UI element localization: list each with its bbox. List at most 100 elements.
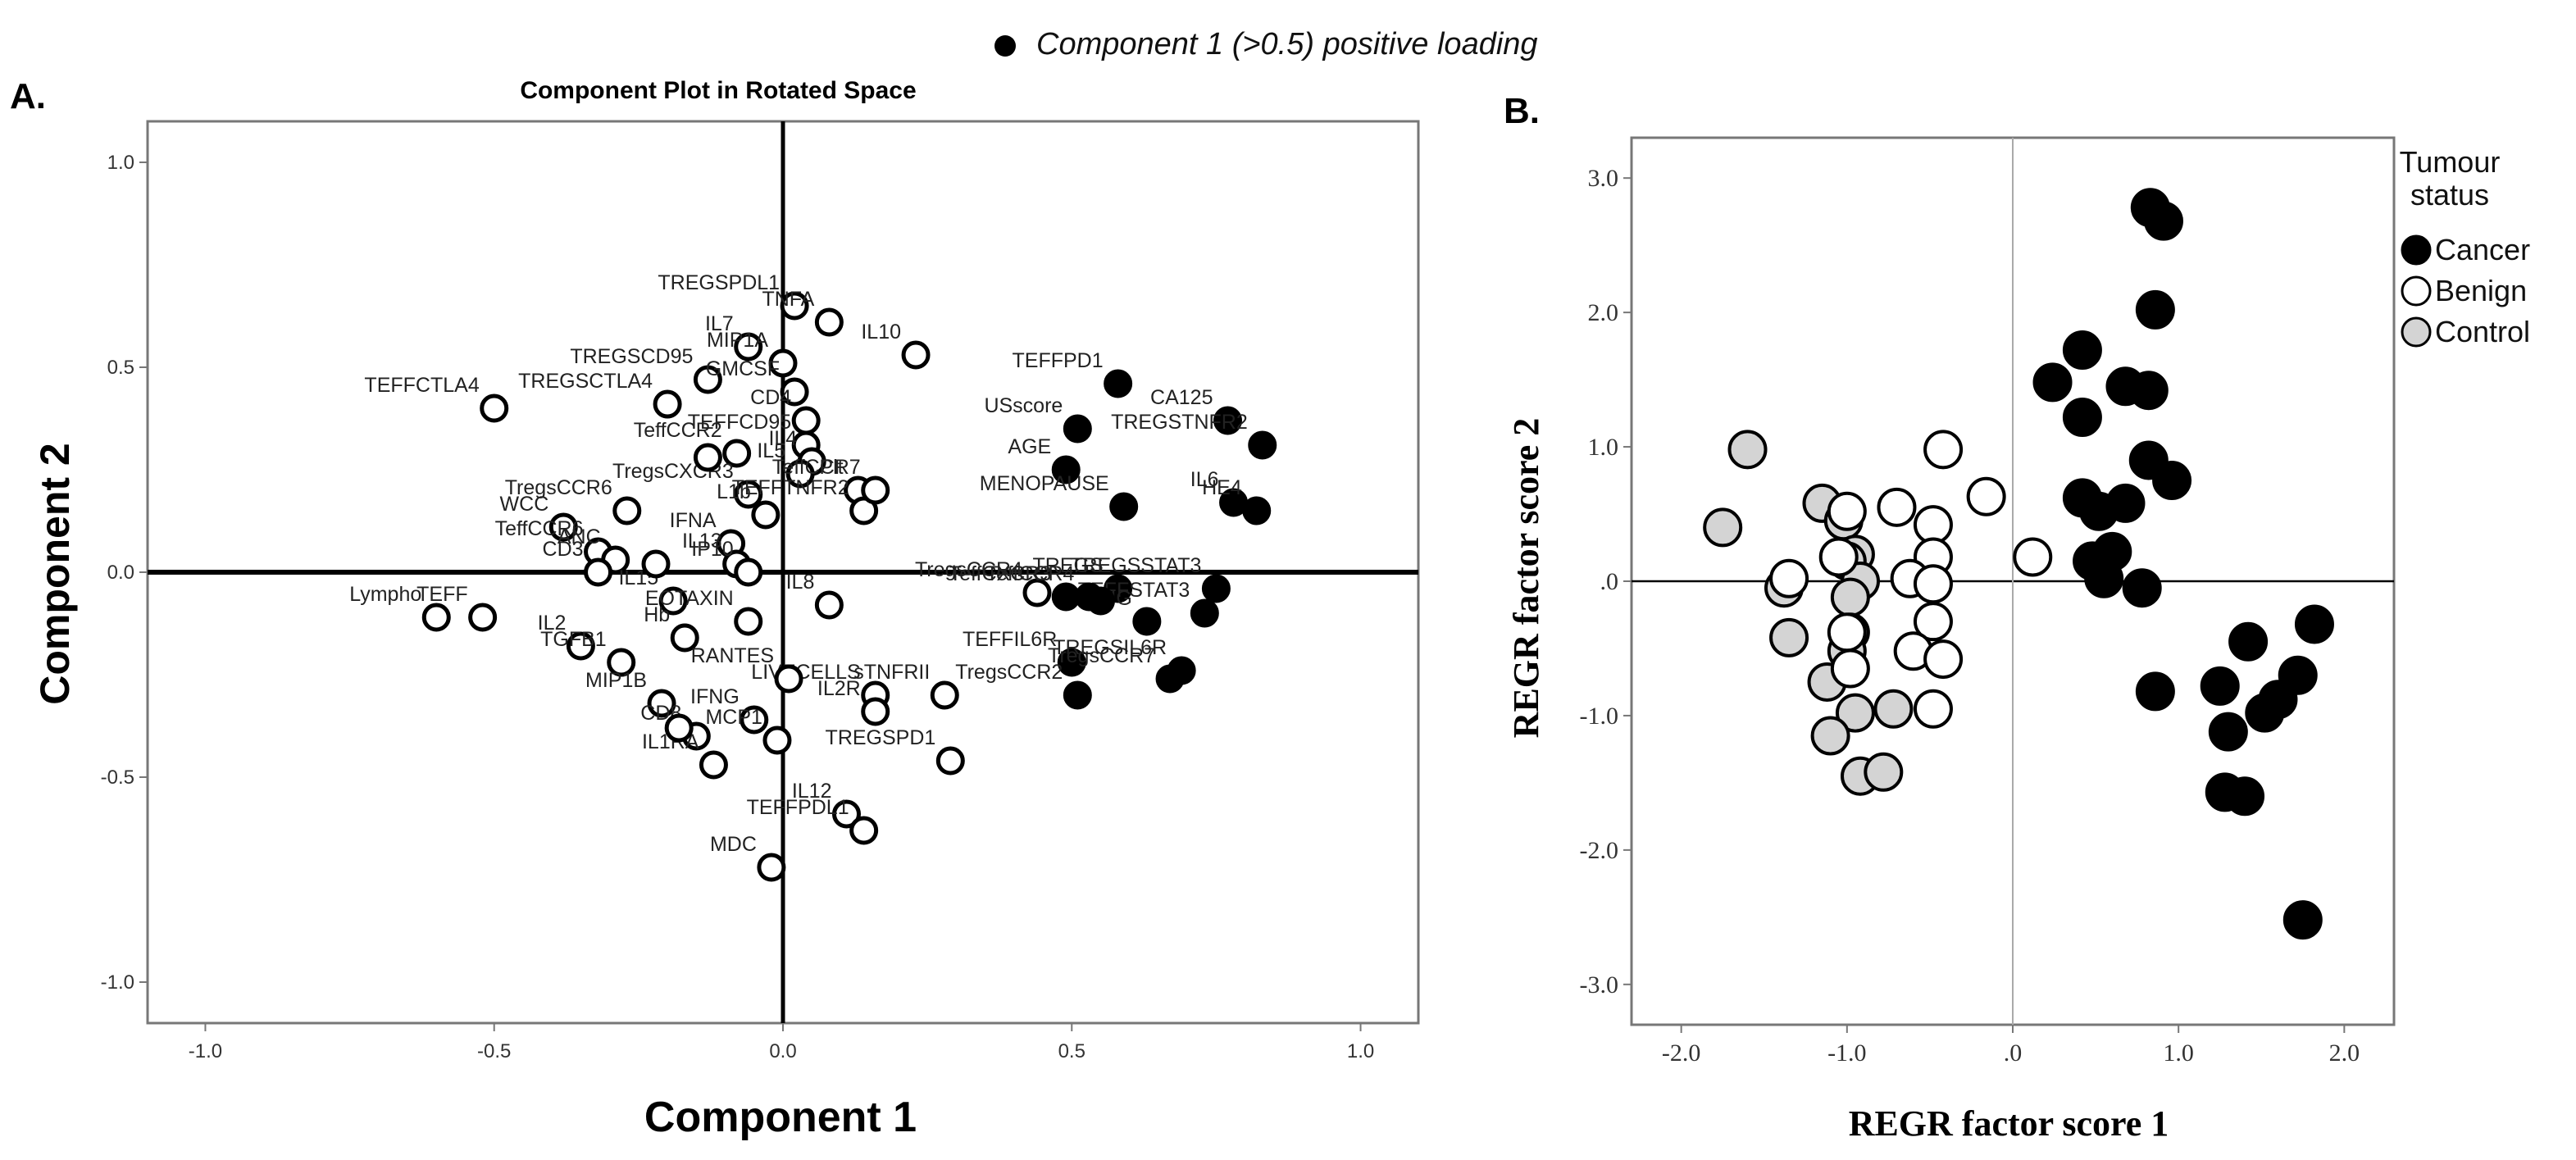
loading-point <box>693 443 722 472</box>
score-point-benign <box>1913 564 1953 604</box>
legend-control-marker <box>2401 316 2432 348</box>
score-point-cancer <box>2032 362 2073 403</box>
loading-point-label: TREGS <box>1033 554 1104 577</box>
loading-point-label: TeffCXCR3 <box>949 562 1052 585</box>
score-point-cancer <box>2282 900 2323 940</box>
loading-point-filled <box>1051 582 1081 612</box>
loading-point-label: IL4 <box>768 427 797 450</box>
loading-point-label: IL5 <box>757 439 785 462</box>
panel-a-y-tick-label: 0.5 <box>107 357 134 379</box>
panel-a-x-tick-label: -1.0 <box>189 1040 222 1062</box>
panel-a-x-tick-label: 1.0 <box>1347 1040 1374 1062</box>
score-point-benign <box>2013 537 2053 577</box>
panel-b-x-axis-title: REGR factor score 1 <box>1849 1103 2169 1144</box>
score-point-cancer <box>2105 483 2146 523</box>
loading-point-filled <box>1086 586 1115 616</box>
score-point-cancer <box>2084 558 2124 598</box>
loading-point-label: TregsCCR4 <box>915 558 1022 581</box>
loading-point-label: TEFF <box>416 583 468 606</box>
score-point-cancer <box>2135 671 2175 712</box>
score-point-cancer <box>2228 621 2269 662</box>
score-point-benign <box>1830 648 1870 689</box>
loading-point <box>612 496 642 525</box>
loading-point <box>780 291 809 321</box>
loading-point-label: TNFA <box>762 288 814 311</box>
score-point-cancer <box>2225 776 2265 817</box>
loading-point-filled <box>1155 664 1185 694</box>
loading-point-label: TREGSCTLA4 <box>518 370 653 393</box>
panel-a-x-tick-label: 0.5 <box>1058 1040 1085 1062</box>
loading-point-label: USscore <box>984 394 1063 417</box>
score-point-benign <box>1923 430 1964 470</box>
score-point-cancer <box>2143 201 2183 241</box>
score-point-control <box>1830 577 1870 617</box>
loading-point <box>734 557 763 587</box>
score-point-benign <box>1923 639 1964 680</box>
loading-point-filled <box>1213 406 1242 435</box>
loading-point-filled <box>1109 492 1139 521</box>
loading-point-label: IL13 <box>682 530 722 553</box>
loading-point-label: TregsCCR2 <box>955 661 1063 684</box>
score-point-control <box>1727 430 1768 470</box>
loading-point <box>607 648 636 677</box>
score-point-benign <box>1827 491 1867 531</box>
panel-b-y-tick-label: 1.0 <box>1588 434 1619 461</box>
top-legend-text: Component 1 (>0.5) positive loading <box>1036 27 1538 61</box>
loading-point-label: LIVECELLS <box>751 661 860 684</box>
loading-point-label: IL2R <box>817 677 861 700</box>
loading-point-label: IL10 <box>861 321 901 343</box>
loading-point-label: WCC <box>500 493 549 516</box>
loading-point-label: CD3 <box>543 538 584 561</box>
loading-point-label: TeffCCR2 <box>634 419 722 442</box>
loading-point-label: CA125 <box>1150 386 1213 409</box>
loading-point <box>584 557 613 587</box>
loading-point-label: EOTAXIN <box>645 587 734 610</box>
score-point-control <box>1769 617 1809 657</box>
loading-point <box>768 348 798 378</box>
loading-point <box>774 664 803 694</box>
panel-b-y-tick-label: -3.0 <box>1580 971 1619 999</box>
panel-b-x-tick-label: -1.0 <box>1827 1039 1867 1067</box>
loading-point-label: TEFFTNFR2 <box>732 476 849 499</box>
score-point-benign <box>1966 476 2006 516</box>
loading-point-label: IP10 <box>691 538 733 561</box>
loading-point-label: TeffCCR4 <box>985 562 1074 585</box>
score-point-cancer <box>2200 666 2240 706</box>
loading-point <box>734 607 763 636</box>
loading-point-label: CD4 <box>750 386 791 409</box>
score-point-benign <box>1827 612 1867 653</box>
score-point-benign <box>1818 537 1859 577</box>
score-point-benign <box>1877 487 1917 527</box>
loading-point-label: MIP1B <box>585 669 647 692</box>
loading-point <box>421 603 451 632</box>
loading-point <box>468 603 498 632</box>
panel-b-y-tick-label: 3.0 <box>1588 165 1619 192</box>
score-point-cancer <box>2135 289 2175 330</box>
loading-point <box>791 406 821 435</box>
loading-point-label: TREGSPD1 <box>826 726 936 749</box>
loading-point-label: HE4 <box>1202 476 1242 499</box>
loading-point <box>653 389 682 419</box>
loading-point-label: IL2 <box>538 612 567 635</box>
loading-point-label: IL8 <box>786 571 815 594</box>
loading-point <box>566 631 595 661</box>
panel-b-y-tick-label: -1.0 <box>1580 703 1619 730</box>
loading-point <box>734 480 763 509</box>
panel-a-y-tick-label: -0.5 <box>101 767 134 789</box>
score-point-benign <box>1769 558 1809 598</box>
loading-point <box>641 549 671 579</box>
loading-point <box>785 459 815 489</box>
loading-point <box>1022 578 1052 607</box>
loading-point-label: IFNA <box>670 509 717 532</box>
loading-point-label: TREGSTNFR2 <box>1111 411 1248 434</box>
loading-point-label: TregsCCR6 <box>505 476 612 499</box>
panel-b-legend-title-line1: Tumour <box>2400 145 2501 179</box>
loading-point-label: IFNG <box>690 685 740 708</box>
panel-a: A. Component Plot in Rotated Space Compo… <box>10 76 1420 1141</box>
legend-control-label: Control <box>2435 315 2530 348</box>
score-point-benign <box>1913 602 1953 642</box>
panel-a-title: Component Plot in Rotated Space <box>520 77 916 104</box>
panel-b-x-tick-label: -2.0 <box>1662 1039 1701 1067</box>
loading-point-label: TEFFPD1 <box>1013 349 1104 372</box>
panel-a-x-tick-label: 0.0 <box>769 1040 796 1062</box>
